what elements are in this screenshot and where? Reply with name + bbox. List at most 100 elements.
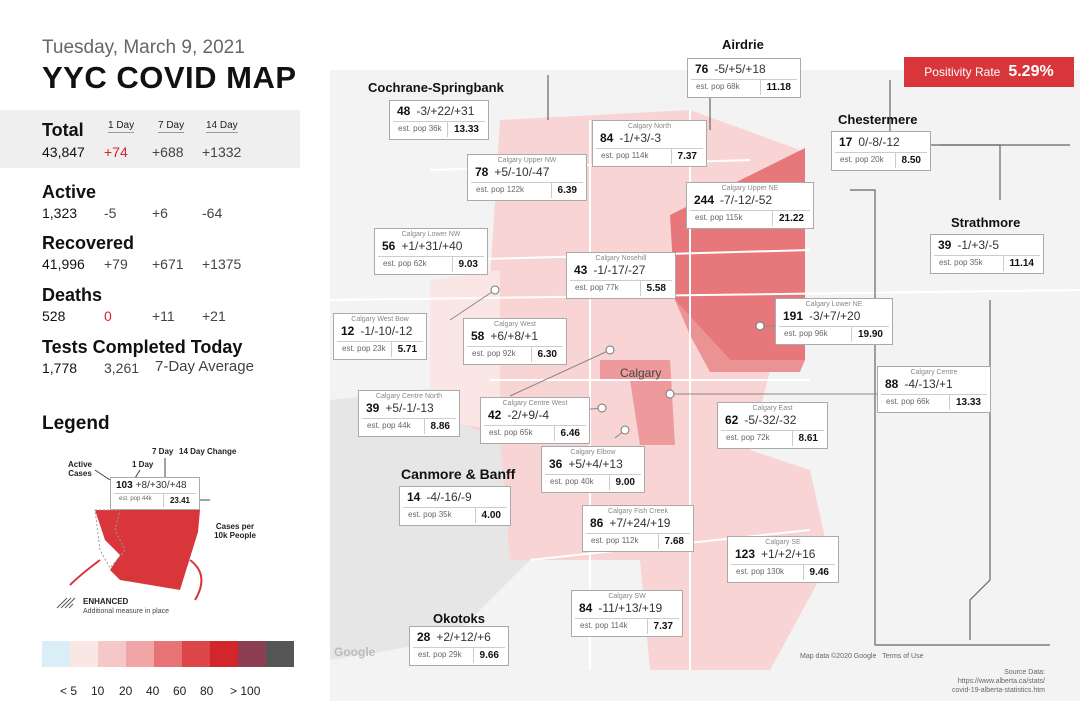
region-active: 17 [839, 135, 853, 149]
positivity-badge: Positivity Rate 5.29% [904, 57, 1074, 87]
region-pop: est. pop 72k [726, 433, 770, 442]
label-calgary: Calgary [620, 366, 662, 380]
region-card[interactable]: Calgary North 84 -1/+3/-3 est. pop 114k 7.37 [592, 120, 707, 167]
total-value: 43,847 [42, 144, 85, 160]
region-changes: -1/+3/-3 [619, 131, 662, 145]
region-card[interactable]: Calgary Fish Creek 86 +7/+24/+19 est. pop 1… [582, 505, 694, 552]
region-name: Calgary Fish Creek [608, 508, 668, 515]
region-card[interactable]: Calgary Elbow 36 +5/+4/+13 est. pop 40k 9.00 [541, 446, 645, 493]
region-rate: 7.37 [646, 619, 679, 634]
region-card[interactable]: 76 -5/+5/+18 est. pop 68k 11.18 [687, 58, 801, 98]
region-changes: -1/-17/-27 [593, 263, 646, 277]
region-card[interactable]: 28 +2/+12/+6 est. pop 29k 9.66 [409, 626, 509, 666]
region-card[interactable]: Calgary SE 123 +1/+2/+16 est. pop 130k 9.46 [727, 536, 839, 583]
region-name: Calgary North [627, 123, 672, 130]
region-pop: est. pop 112k [591, 536, 639, 545]
total-d1: +74 [104, 144, 128, 160]
region-changes: +2/+12/+6 [436, 630, 491, 644]
region-card[interactable]: Calgary East 62 -5/-32/-32 est. pop 72k 8.61 [717, 402, 828, 449]
region-card[interactable]: 48 -3/+22/+31 est. pop 36k 13.33 [389, 100, 489, 140]
region-changes: -4/-16/-9 [426, 490, 472, 504]
region-card[interactable]: Calgary SW 84 -11/+13/+19 est. pop 114k 7.37 [571, 590, 683, 637]
region-pop: est. pop 36k [398, 124, 442, 133]
region-card[interactable]: Calgary Lower NE 191 -3/+7/+20 est. pop 96k… [775, 298, 893, 345]
region-pop: est. pop 23k [342, 344, 386, 353]
region-card[interactable]: Calgary Lower NW 56 +1/+31/+40 est. pop 62k… [374, 228, 488, 275]
region-active: 86 [590, 516, 604, 530]
region-active: 12 [341, 324, 355, 338]
region-rate: 5.58 [639, 281, 672, 296]
date-text: Tuesday, March 9, 2021 [42, 37, 245, 58]
recovered-d14: +1375 [202, 256, 242, 272]
scale-swatch [266, 641, 294, 667]
region-active: 62 [725, 413, 739, 427]
region-name: Calgary West [494, 321, 536, 328]
tests-value: 1,778 [42, 360, 78, 376]
positivity-value: 5.29% [1008, 63, 1054, 80]
region-rate: 13.33 [948, 395, 987, 410]
region-rate: 19.90 [850, 327, 889, 342]
region-rate: 6.46 [553, 426, 586, 441]
region-card[interactable]: Calgary Upper NE 244 -7/-12/-52 est. pop 11… [686, 182, 814, 229]
region-pop: est. pop 130k [736, 567, 785, 576]
region-pop: est. pop 115k [695, 213, 743, 222]
region-rate: 7.37 [670, 149, 703, 164]
legend-enhanced-outline [94, 509, 126, 569]
region-changes: -1/+3/-5 [957, 238, 1000, 252]
region-card[interactable]: 14 -4/-16/-9 est. pop 35k 4.00 [399, 486, 511, 526]
region-pop: est. pop 20k [840, 155, 884, 164]
active-label: Active [42, 182, 97, 202]
region-name: Calgary East [752, 405, 793, 412]
source-url-2[interactable]: covid-19-alberta-statistics.htm [952, 687, 1045, 694]
region-active: 56 [382, 239, 396, 253]
label-canmore: Canmore & Banff [401, 466, 516, 482]
region-card[interactable]: Calgary Centre North 39 +5/-1/-13 est. pop … [358, 390, 460, 437]
source-url-1[interactable]: https://www.alberta.ca/stats/ [957, 678, 1045, 685]
legend-example-rate: 23.41 [162, 494, 196, 507]
region-card[interactable]: Calgary Centre 88 -4/-13/+1 est. pop 66k 13.… [877, 366, 991, 413]
region-changes: -5/+5/+18 [714, 62, 766, 76]
label-chestermere: Chestermere [838, 112, 918, 127]
region-active: 36 [549, 457, 563, 471]
scale-swatch [154, 641, 182, 667]
region-name: Calgary Upper NW [497, 157, 557, 164]
region-name: Calgary Lower NW [401, 231, 461, 238]
region-pop: est. pop 35k [408, 510, 452, 519]
region-active: 14 [407, 490, 421, 504]
label-airdrie: Airdrie [722, 37, 764, 52]
region-pop: est. pop 92k [472, 349, 516, 358]
region-card[interactable]: Calgary Nosehill 43 -1/-17/-27 est. pop 77k… [566, 252, 676, 299]
connector-dots [490, 285, 765, 435]
region-changes: +1/+2/+16 [761, 547, 816, 561]
legend-enhanced-icon [56, 597, 76, 609]
region-name: Calgary West Bow [351, 316, 409, 323]
recovered-d7: +671 [152, 256, 184, 272]
region-active: 88 [885, 377, 899, 391]
region-card[interactable]: 39 -1/+3/-5 est. pop 35k 11.14 [930, 234, 1044, 274]
legend-14day-label: 14 Day Change [179, 447, 237, 456]
legend-example-card: 103 +8/+30/+48 est. pop 44k 23.41 [110, 477, 200, 510]
region-active: 78 [475, 165, 489, 179]
region-rate: 8.61 [791, 431, 824, 446]
region-card[interactable]: Calgary Upper NW 78 +5/-10/-47 est. pop 122… [467, 154, 587, 201]
map-data-text: Map data ©2020 Google [800, 653, 877, 660]
active-d14: -64 [202, 205, 223, 221]
region-card[interactable]: Calgary West 58 +6/+8/+1 est. pop 92k 6.30 [463, 318, 567, 365]
region-changes: +6/+8/+1 [490, 329, 539, 343]
region-card[interactable]: 17 0/-8/-12 est. pop 20k 8.50 [831, 131, 931, 171]
map-canvas[interactable] [330, 0, 1080, 701]
scale-swatch [182, 641, 210, 667]
region-name: Calgary SE [765, 539, 801, 546]
scale-label: 80 [200, 684, 214, 698]
legend-1day-label: 1 Day [132, 460, 154, 469]
region-lower-ne [675, 300, 805, 372]
region-name: Calgary Nosehill [595, 255, 647, 262]
region-active: 76 [695, 62, 709, 76]
google-logo: Google [334, 645, 376, 659]
col-1day: 1 Day [108, 120, 135, 133]
legend-arrow-left [69, 559, 101, 586]
region-card[interactable]: Calgary West Bow 12 -1/-10/-12 est. pop 23k… [333, 313, 427, 360]
terms-link[interactable]: Terms of Use [882, 653, 924, 660]
region-card[interactable]: Calgary Centre West 42 -2/+9/-4 est. pop 65… [480, 397, 590, 444]
region-rate: 4.00 [474, 508, 507, 523]
